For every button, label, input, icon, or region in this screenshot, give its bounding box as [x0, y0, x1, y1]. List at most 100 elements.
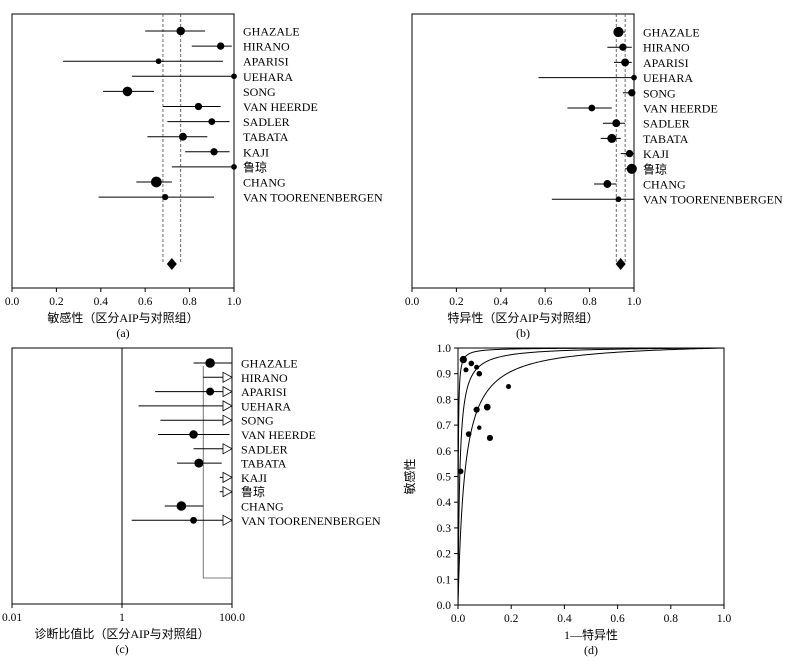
y-tick-label: 0.2 [437, 549, 452, 561]
sroc-curve [457, 347, 724, 605]
ci-arrow [222, 371, 233, 383]
x-tick-label: 1.0 [717, 613, 732, 625]
panel-caption: (b) [516, 326, 530, 340]
study-point [468, 360, 475, 367]
x-tick-label: 0.4 [94, 296, 109, 308]
x-axis-label: 敏感性（区分AIP与对照组） [47, 310, 198, 325]
study-label: UEHARA [643, 71, 693, 85]
x-tick-label: 0.2 [449, 296, 464, 308]
x-tick-label: 0.6 [138, 296, 153, 308]
plot-frame [457, 347, 725, 606]
study-label: GHAZALE [241, 357, 298, 371]
x-tick-label: 1 [119, 612, 125, 624]
study-label: VAN HEERDE [243, 100, 318, 114]
x-tick-label: 0.0 [405, 296, 420, 308]
point-estimate [178, 132, 187, 141]
study-label: CHANG [243, 176, 286, 190]
ci-arrow [222, 514, 233, 526]
study-label: KAJI [243, 145, 269, 159]
study-point [459, 355, 467, 364]
study-label: CHANG [643, 178, 686, 192]
point-estimate [155, 58, 162, 65]
point-estimate [619, 43, 627, 51]
study-label: GHAZALE [643, 26, 700, 40]
point-estimate [588, 104, 596, 112]
point-estimate [607, 133, 617, 143]
y-tick-label: 1.0 [437, 343, 452, 355]
point-estimate [625, 149, 634, 158]
study-label: VAN HEERDE [241, 428, 316, 442]
x-tick-label: 0.8 [582, 296, 597, 308]
y-tick-label: 0.8 [437, 394, 452, 406]
study-label: VAN HEERDE [643, 102, 718, 116]
y-tick-label: 0.9 [437, 369, 452, 381]
study-point [486, 434, 494, 442]
study-point [465, 431, 472, 437]
point-estimate [206, 387, 215, 396]
study-label: KAJI [643, 147, 669, 161]
point-estimate [603, 180, 612, 188]
ci-arrow [222, 385, 233, 398]
y-tick-label: 0.0 [437, 600, 452, 612]
study-point [506, 384, 512, 390]
study-label: APARISI [243, 55, 289, 69]
ci-arrow [222, 443, 233, 455]
point-estimate [176, 501, 187, 511]
x-tick-label: 0.01 [2, 612, 22, 624]
x-tick-label: 1.0 [227, 296, 242, 308]
study-label: APARISI [241, 385, 287, 399]
pooled-estimate-diamond [615, 258, 626, 270]
study-label: TABATA [241, 457, 287, 471]
sroc-curve [457, 347, 725, 605]
study-label: UEHARA [241, 399, 291, 413]
panel-a-sensitivity-forest: 0.0 0.2 0.4 0.6 0.8 1.0 敏感性（区分AIP与对照组）(a) GHAZA… [5, 13, 383, 340]
sroc-curve [457, 347, 725, 605]
x-tick-label: 0.8 [664, 613, 679, 625]
point-estimate [621, 58, 630, 67]
study-label: 鲁琼 [643, 161, 667, 176]
study-label: SONG [643, 86, 676, 100]
pooled-estimate-diamond [166, 258, 177, 270]
ci-arrow [222, 486, 233, 498]
study-label: VAN TOORENENBERGEN [243, 191, 383, 205]
study-label: KAJI [241, 471, 267, 485]
study-label: HIRANO [643, 41, 690, 55]
point-estimate [205, 358, 215, 368]
point-estimate [194, 458, 204, 468]
point-estimate [612, 119, 621, 128]
study-label: APARISI [643, 56, 689, 70]
point-estimate [210, 148, 218, 156]
x-tick-label: 0.6 [610, 613, 625, 625]
y-tick-label: 0.7 [437, 420, 452, 432]
point-estimate [217, 42, 225, 50]
point-estimate [631, 74, 637, 81]
point-estimate [176, 26, 185, 36]
study-point [473, 406, 480, 413]
study-label: CHANG [241, 500, 284, 514]
study-label: HIRANO [241, 371, 288, 385]
x-axis-label: 1—特异性 [564, 627, 618, 642]
pooled-ci-line [202, 366, 232, 579]
study-label: VAN TOORENENBERGEN [241, 514, 381, 528]
point-estimate [615, 196, 622, 203]
plot-frame [411, 13, 635, 289]
point-estimate [628, 89, 636, 97]
study-label: SADLER [643, 117, 690, 131]
point-estimate [231, 164, 237, 170]
x-tick-label: 0.6 [538, 296, 553, 308]
point-estimate [189, 430, 198, 439]
study-point [463, 367, 469, 373]
ci-arrow [222, 471, 233, 484]
study-label: GHAZALE [243, 25, 300, 39]
study-point [474, 364, 480, 370]
y-tick-label: 0.3 [437, 523, 452, 535]
ci-arrow [222, 400, 233, 412]
plot-frame [11, 13, 235, 289]
y-tick-label: 0.4 [437, 497, 452, 509]
x-axis-label: 诊断比值比（区分AIP与对照组） [34, 626, 209, 641]
ci-arrow [222, 414, 233, 426]
point-estimate [613, 26, 624, 38]
study-label: SADLER [243, 115, 290, 129]
x-tick-label: 100.0 [219, 612, 245, 624]
